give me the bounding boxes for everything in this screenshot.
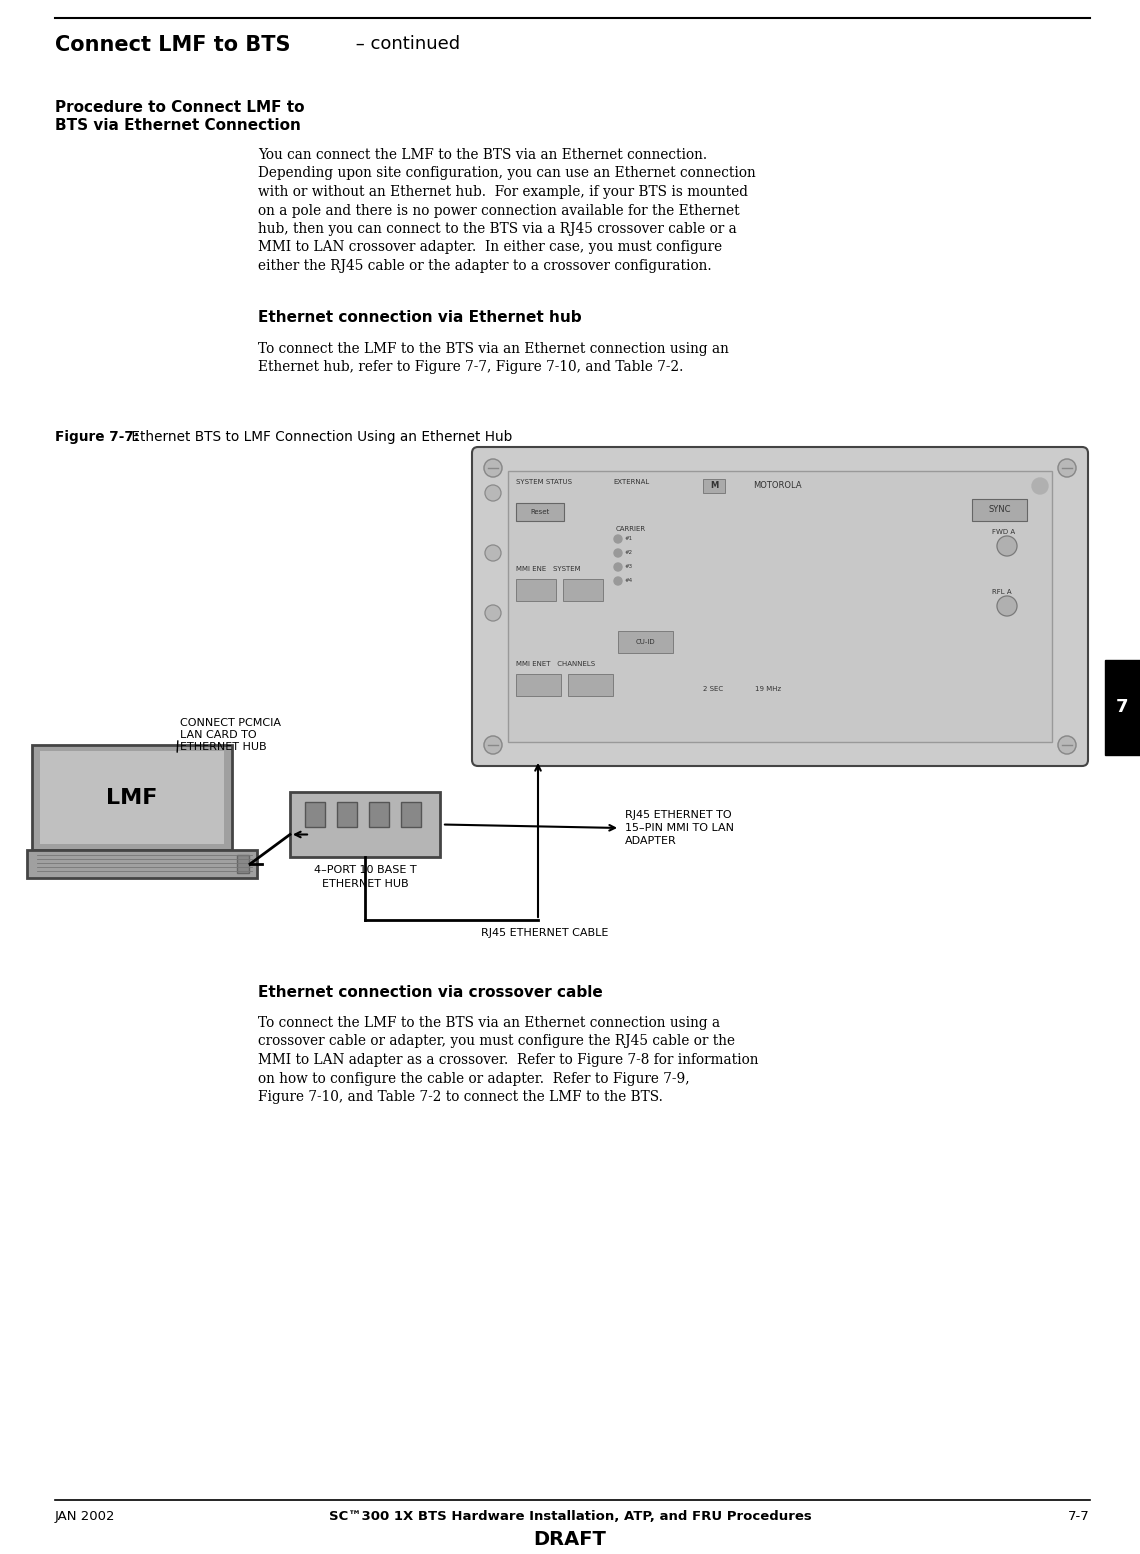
Text: #4: #4 — [625, 578, 633, 583]
Circle shape — [1058, 737, 1076, 754]
Text: JAN 2002: JAN 2002 — [55, 1510, 115, 1523]
Text: MOTOROLA: MOTOROLA — [754, 482, 801, 491]
Text: LAN CARD TO: LAN CARD TO — [180, 730, 256, 740]
Text: 2 SEC: 2 SEC — [703, 685, 723, 692]
Text: RFL A: RFL A — [992, 589, 1011, 595]
Text: RJ45 ETHERNET CABLE: RJ45 ETHERNET CABLE — [481, 928, 609, 939]
Bar — [516, 503, 564, 521]
Circle shape — [614, 563, 622, 570]
Bar — [237, 855, 249, 873]
Text: Ethernet hub, refer to Figure 7-7, Figure 7-10, and Table 7-2.: Ethernet hub, refer to Figure 7-7, Figur… — [258, 361, 683, 375]
Circle shape — [484, 545, 500, 561]
Text: #2: #2 — [625, 550, 633, 555]
Text: FWD A: FWD A — [992, 528, 1015, 535]
Bar — [516, 674, 561, 696]
Text: 7: 7 — [1116, 698, 1129, 716]
Text: SYSTEM STATUS: SYSTEM STATUS — [516, 479, 572, 485]
Text: 4–PORT 10 BASE T: 4–PORT 10 BASE T — [314, 866, 416, 875]
Text: on a pole and there is no power connection available for the Ethernet: on a pole and there is no power connecti… — [258, 204, 740, 218]
Circle shape — [484, 458, 502, 477]
Text: Ethernet BTS to LMF Connection Using an Ethernet Hub: Ethernet BTS to LMF Connection Using an … — [127, 430, 512, 444]
Bar — [568, 674, 613, 696]
Bar — [306, 802, 325, 827]
Text: on how to configure the cable or adapter.  Refer to Figure 7-9,: on how to configure the cable or adapter… — [258, 1072, 690, 1086]
Text: MMI to LAN crossover adapter.  In either case, you must configure: MMI to LAN crossover adapter. In either … — [258, 241, 722, 255]
Text: MMI to LAN adapter as a crossover.  Refer to Figure 7-8 for information: MMI to LAN adapter as a crossover. Refer… — [258, 1054, 758, 1068]
Text: Reset: Reset — [530, 510, 549, 514]
Text: M: M — [710, 482, 718, 491]
Text: ETHERNET HUB: ETHERNET HUB — [180, 741, 267, 752]
Text: Figure 7-10, and Table 7-2 to connect the LMF to the BTS.: Figure 7-10, and Table 7-2 to connect th… — [258, 1089, 662, 1103]
Circle shape — [484, 485, 500, 500]
Bar — [337, 802, 357, 827]
Text: ADAPTER: ADAPTER — [625, 836, 677, 845]
Circle shape — [484, 737, 502, 754]
Bar — [27, 850, 256, 878]
Circle shape — [1032, 479, 1048, 494]
Circle shape — [1058, 458, 1076, 477]
Bar — [563, 580, 603, 601]
Text: either the RJ45 cable or the adapter to a crossover configuration.: either the RJ45 cable or the adapter to … — [258, 260, 711, 274]
Text: Ethernet connection via Ethernet hub: Ethernet connection via Ethernet hub — [258, 309, 581, 325]
Text: RJ45 ETHERNET TO: RJ45 ETHERNET TO — [625, 810, 732, 821]
Text: ETHERNET HUB: ETHERNET HUB — [321, 880, 408, 889]
Circle shape — [614, 535, 622, 542]
Text: To connect the LMF to the BTS via an Ethernet connection using a: To connect the LMF to the BTS via an Eth… — [258, 1016, 720, 1030]
Bar — [703, 479, 725, 493]
Text: MMI ENE   SYSTEM: MMI ENE SYSTEM — [516, 566, 580, 572]
Circle shape — [998, 536, 1017, 556]
Text: BTS via Ethernet Connection: BTS via Ethernet Connection — [55, 118, 301, 134]
Bar — [618, 631, 673, 653]
Text: SC™300 1X BTS Hardware Installation, ATP, and FRU Procedures: SC™300 1X BTS Hardware Installation, ATP… — [328, 1510, 812, 1523]
Bar — [32, 744, 233, 850]
Circle shape — [484, 605, 500, 622]
Bar — [516, 580, 556, 601]
Text: crossover cable or adapter, you must configure the RJ45 cable or the: crossover cable or adapter, you must con… — [258, 1035, 735, 1049]
Bar — [1105, 660, 1140, 755]
Text: SYNC: SYNC — [988, 505, 1011, 514]
Text: DRAFT: DRAFT — [534, 1531, 606, 1549]
Bar — [972, 499, 1027, 521]
Text: CARRIER: CARRIER — [616, 525, 646, 531]
Text: Connect LMF to BTS: Connect LMF to BTS — [55, 36, 291, 54]
Text: Ethernet connection via crossover cable: Ethernet connection via crossover cable — [258, 985, 603, 1001]
FancyBboxPatch shape — [472, 448, 1088, 766]
Circle shape — [614, 577, 622, 584]
Text: with or without an Ethernet hub.  For example, if your BTS is mounted: with or without an Ethernet hub. For exa… — [258, 185, 748, 199]
Text: Figure 7-7:: Figure 7-7: — [55, 430, 139, 444]
Text: LMF: LMF — [106, 788, 157, 808]
Text: 15–PIN MMI TO LAN: 15–PIN MMI TO LAN — [625, 824, 734, 833]
Text: MMI ENET   CHANNELS: MMI ENET CHANNELS — [516, 660, 595, 667]
Text: 7-7: 7-7 — [1068, 1510, 1090, 1523]
Circle shape — [614, 549, 622, 556]
Text: You can connect the LMF to the BTS via an Ethernet connection.: You can connect the LMF to the BTS via a… — [258, 148, 707, 162]
Text: #1: #1 — [625, 536, 633, 541]
Text: – continued: – continued — [350, 36, 461, 53]
Text: Depending upon site configuration, you can use an Ethernet connection: Depending upon site configuration, you c… — [258, 166, 756, 180]
Bar — [369, 802, 389, 827]
Bar — [401, 802, 421, 827]
Bar — [290, 793, 440, 856]
Text: 19 MHz: 19 MHz — [755, 685, 781, 692]
Text: CONNECT PCMCIA: CONNECT PCMCIA — [180, 718, 280, 727]
Text: hub, then you can connect to the BTS via a RJ45 crossover cable or a: hub, then you can connect to the BTS via… — [258, 222, 736, 236]
Text: CU-ID: CU-ID — [635, 639, 654, 645]
Text: Procedure to Connect LMF to: Procedure to Connect LMF to — [55, 99, 304, 115]
Bar — [508, 471, 1052, 741]
Text: To connect the LMF to the BTS via an Ethernet connection using an: To connect the LMF to the BTS via an Eth… — [258, 342, 728, 356]
Text: EXTERNAL: EXTERNAL — [613, 479, 650, 485]
Circle shape — [998, 597, 1017, 615]
Text: #3: #3 — [625, 564, 633, 569]
Bar — [40, 751, 223, 844]
